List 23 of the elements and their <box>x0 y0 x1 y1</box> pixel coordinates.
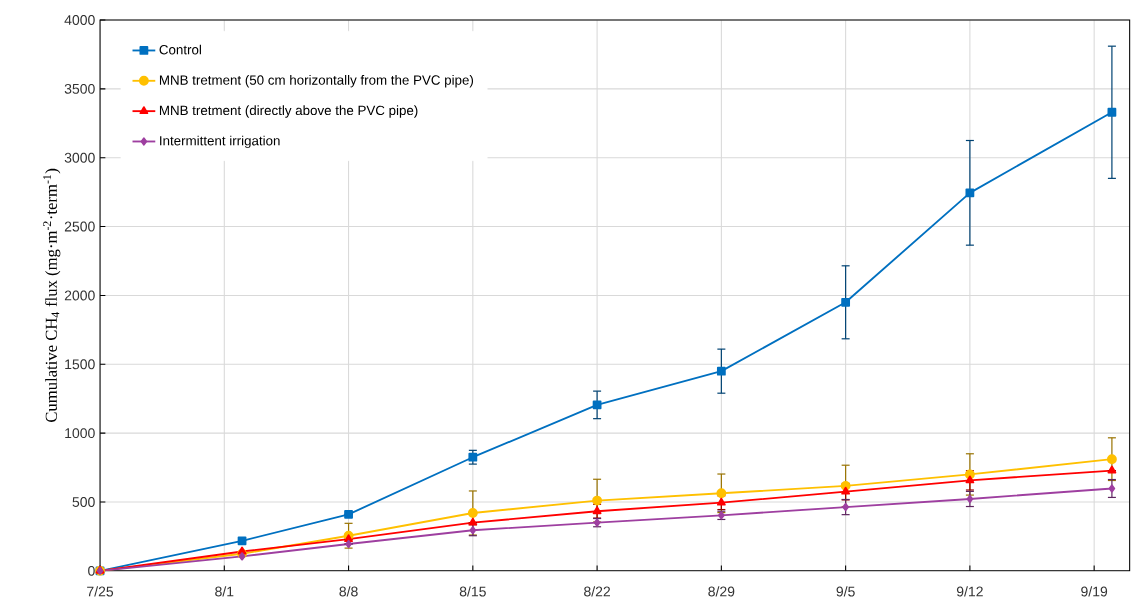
x-tick-label: 9/5 <box>836 586 855 597</box>
x-tick-label: 8/1 <box>215 586 234 597</box>
x-tick-label: 8/29 <box>708 586 735 597</box>
y-tick-label: 2000 <box>64 290 95 301</box>
y-tick-label: 0 <box>88 565 95 576</box>
x-tick-label: 8/8 <box>339 586 358 597</box>
x-tick-label: 7/25 <box>87 586 114 597</box>
y-tick-label: 3000 <box>64 152 95 163</box>
legend-label: MNB tretment (50 cm horizontally from the PVC pipe) <box>159 74 474 88</box>
legend-label: Intermittent irrigation <box>160 135 280 148</box>
y-tick-label: 2500 <box>64 221 95 232</box>
x-tick-label: 8/22 <box>584 586 610 597</box>
y-axis-title: Cumulative CH$_{4}$ flux (mg·m$^{-2}$·term$^{-1}$) <box>43 168 61 422</box>
x-tick-label: 8/15 <box>459 586 486 597</box>
legend-label: Control <box>159 44 201 55</box>
y-tick-label: 4000 <box>64 14 95 25</box>
legend-label: MNB tretment (directly above the PVC pipe) <box>159 105 418 118</box>
x-tick-label: 9/12 <box>956 586 983 597</box>
x-tick-label: 9/19 <box>1081 586 1108 597</box>
y-tick-label: 1000 <box>65 428 95 439</box>
y-tick-label: 500 <box>72 496 95 507</box>
y-tick-label: 1500 <box>65 359 95 370</box>
y-tick-label: 3500 <box>64 83 95 94</box>
